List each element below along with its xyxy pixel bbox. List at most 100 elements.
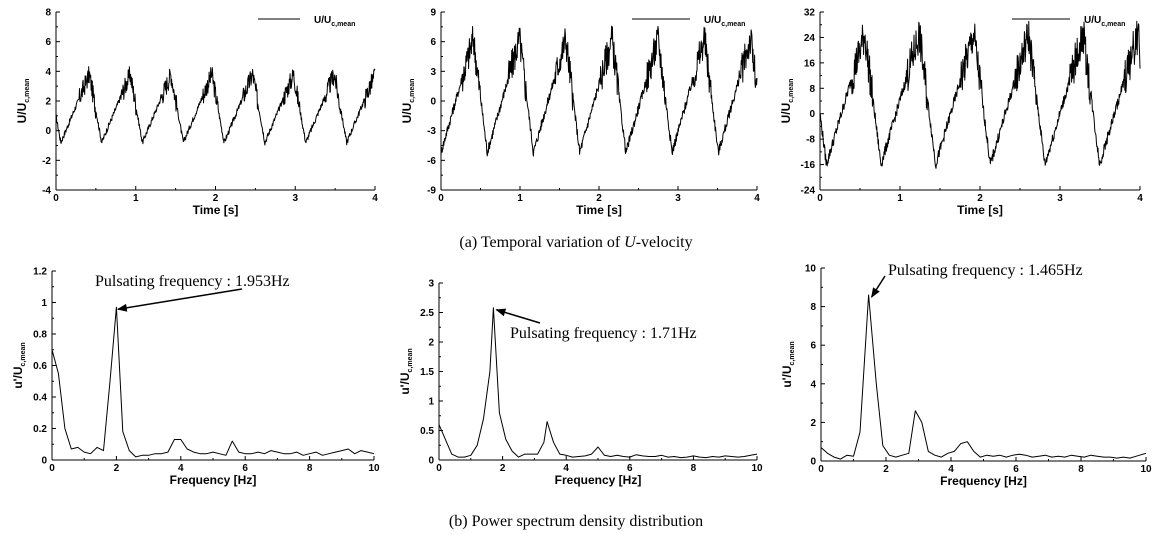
y-tick-label: 0.4 bbox=[33, 393, 47, 404]
y-tick-label: 6 bbox=[810, 341, 816, 352]
caption-a: (a) Temporal variation of U-velocity bbox=[459, 234, 692, 251]
series-line bbox=[55, 66, 376, 146]
y-axis-title: U/Uc,mean bbox=[400, 79, 416, 124]
y-tick-label: -24 bbox=[801, 186, 816, 197]
x-tick-label: 8 bbox=[307, 463, 313, 474]
x-tick-label: 10 bbox=[368, 463, 380, 474]
x-tick-label: 3 bbox=[292, 193, 298, 204]
series-line bbox=[438, 307, 758, 459]
x-axis-title: Frequency [Hz] bbox=[555, 473, 642, 487]
y-tick-label: 0.2 bbox=[33, 424, 47, 435]
x-tick-label: 8 bbox=[1078, 464, 1084, 475]
y-tick-label: 0.5 bbox=[420, 426, 434, 437]
x-axis-title: Frequency [Hz] bbox=[940, 474, 1027, 488]
y-tick-label: 2.5 bbox=[420, 308, 434, 319]
x-tick-label: 4 bbox=[754, 193, 760, 204]
x-tick-label: 2 bbox=[500, 463, 506, 474]
y-tick-label: 2 bbox=[810, 418, 816, 429]
x-tick-label: 8 bbox=[691, 463, 697, 474]
series-line bbox=[440, 25, 758, 157]
x-tick-label: 2 bbox=[977, 193, 983, 204]
caption-b: (b) Power spectrum density distribution bbox=[449, 513, 703, 530]
y-tick-label: 0 bbox=[45, 126, 51, 137]
y-tick-label: 24 bbox=[804, 33, 816, 44]
series-line bbox=[819, 20, 1141, 169]
x-tick-label: 2 bbox=[213, 193, 219, 204]
x-tick-label: 4 bbox=[178, 463, 184, 474]
x-axis-title: Time [s] bbox=[193, 203, 239, 217]
annotation-label: Pulsating frequency : 1.71Hz bbox=[510, 325, 697, 342]
x-tick-label: 1 bbox=[897, 193, 903, 204]
y-axis-title: u'/Uc,mean bbox=[398, 348, 414, 394]
y-tick-label: 6 bbox=[430, 37, 436, 48]
x-tick-label: 2 bbox=[883, 464, 889, 475]
y-tick-label: 0.8 bbox=[33, 330, 47, 341]
y-tick-label: 8 bbox=[809, 84, 815, 95]
y-tick-label: 3 bbox=[430, 67, 436, 78]
y-tick-label: 10 bbox=[805, 264, 817, 275]
x-tick-label: 4 bbox=[1137, 193, 1143, 204]
y-tick-label: 6 bbox=[45, 37, 51, 48]
x-tick-label: 1 bbox=[517, 193, 523, 204]
x-axis-title: Frequency [Hz] bbox=[170, 473, 257, 487]
x-tick-label: 6 bbox=[627, 463, 633, 474]
y-tick-label: 4 bbox=[810, 379, 816, 390]
y-tick-label: 32 bbox=[804, 8, 816, 19]
y-tick-label: 1.5 bbox=[420, 367, 434, 378]
psd-plot-2: 0 2 4 6 8 10 0 0.5 1 1.5 2 2.5 3 Frequency [Hz] u'/Uc,… bbox=[398, 279, 763, 488]
x-tick-label: 2 bbox=[114, 463, 120, 474]
series-line bbox=[820, 294, 1147, 460]
y-tick-label: -3 bbox=[427, 126, 436, 137]
annotation-label: Pulsating frequency : 1.953Hz bbox=[95, 273, 290, 290]
x-tick-label: 3 bbox=[675, 193, 681, 204]
x-tick-label: 1 bbox=[133, 193, 139, 204]
y-tick-label: 0.6 bbox=[33, 361, 47, 372]
y-tick-label: 3 bbox=[428, 279, 434, 290]
x-tick-label: 10 bbox=[1140, 464, 1152, 475]
x-axis-title: Time [s] bbox=[957, 203, 1003, 217]
x-tick-label: 6 bbox=[242, 463, 248, 474]
x-axis-title: Time [s] bbox=[576, 203, 622, 217]
y-tick-label: -9 bbox=[427, 186, 436, 197]
series-line bbox=[51, 306, 375, 458]
y-tick-label: 8 bbox=[810, 302, 816, 313]
y-tick-label: 0 bbox=[428, 456, 434, 467]
y-axis-title: u'/Uc,mean bbox=[780, 341, 796, 387]
y-tick-label: -2 bbox=[42, 156, 51, 167]
y-tick-label: -4 bbox=[42, 186, 51, 197]
annotation-arrow bbox=[870, 275, 886, 298]
psd-plot-1: 0 2 4 6 8 10 0 0.2 0.4 0.6 0.8 1 1.2 Frequency [Hz] u'… bbox=[11, 267, 380, 488]
y-tick-label: 8 bbox=[45, 8, 51, 19]
y-tick-label: -16 bbox=[801, 160, 816, 171]
y-tick-label: 4 bbox=[45, 67, 51, 78]
legend-label: U/Uc,mean bbox=[314, 15, 355, 28]
x-tick-label: 10 bbox=[751, 463, 763, 474]
x-tick-label: 6 bbox=[1013, 464, 1019, 475]
velocity-plot-1: 0 1 2 3 4 -4 -2 0 2 4 6 8 Time [s] U/Uc,mean U/Uc,mean bbox=[15, 8, 378, 218]
x-tick-label: 0 bbox=[818, 464, 824, 475]
velocity-plot-2: 0 1 2 3 4 -9 -6 -3 0 3 6 9 Time [s] U/Uc,mean U/Uc,mea… bbox=[400, 8, 760, 218]
x-tick-label: 4 bbox=[372, 193, 378, 204]
x-tick-label: 0 bbox=[49, 463, 55, 474]
y-axis-title: U/Uc,mean bbox=[779, 79, 795, 124]
x-tick-label: 4 bbox=[948, 464, 954, 475]
y-tick-label: 1.2 bbox=[33, 267, 47, 278]
y-axis-title: U/Uc,mean bbox=[15, 79, 31, 124]
y-tick-label: -6 bbox=[427, 156, 436, 167]
annotation-arrow bbox=[116, 288, 243, 312]
x-tick-label: 3 bbox=[1057, 193, 1063, 204]
y-tick-label: 2 bbox=[45, 97, 51, 108]
y-tick-label: 1 bbox=[41, 298, 47, 309]
y-tick-label: 0 bbox=[41, 456, 47, 467]
psd-plot-3: 0 2 4 6 8 10 0 2 4 6 8 10 Frequency [Hz] u'/Uc,mean Pu… bbox=[780, 262, 1152, 488]
y-axis-title: u'/Uc,mean bbox=[11, 342, 27, 388]
x-tick-label: 0 bbox=[438, 193, 444, 204]
legend-label: U/Uc,mean bbox=[704, 15, 745, 28]
y-tick-label: 0 bbox=[809, 109, 815, 120]
legend-label: U/Uc,mean bbox=[1084, 15, 1125, 28]
y-tick-label: -8 bbox=[806, 135, 815, 146]
x-tick-label: 4 bbox=[563, 463, 569, 474]
annotation-arrow bbox=[495, 308, 541, 324]
x-tick-label: 0 bbox=[53, 193, 59, 204]
